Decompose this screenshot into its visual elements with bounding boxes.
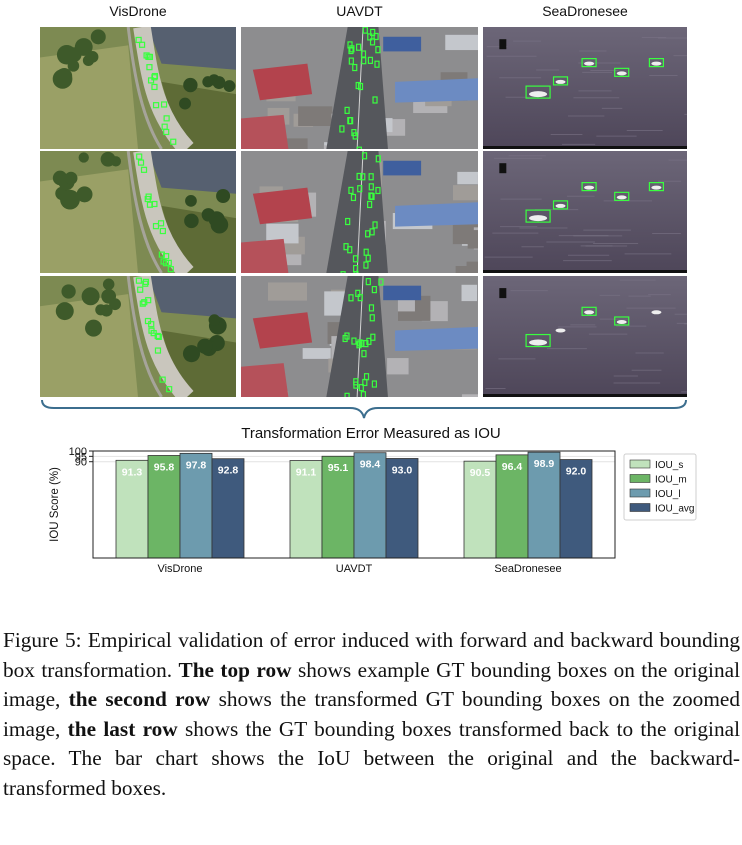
caption-text-3: shows the GT bounding boxes transformed …: [3, 716, 740, 800]
bar: [495, 454, 529, 559]
bar-value-label: 93.0: [392, 464, 413, 476]
legend-swatch: [629, 488, 651, 498]
bar-value-label: 98.4: [360, 459, 381, 471]
caption-bold-top-row: The top row: [178, 657, 292, 682]
bar-value-label: 95.1: [328, 462, 349, 474]
aerial-image-road-row-2: [40, 151, 236, 273]
grouping-brace: [41, 399, 687, 419]
column-title-visdrone: VisDrone: [109, 3, 167, 19]
figure-caption: Figure 5: Empirical validation of error …: [3, 626, 740, 803]
caption-text-2: shows the transformed GT bounding boxes …: [3, 687, 740, 741]
bar: [463, 460, 497, 559]
caption-bold-second-row: the second row: [68, 687, 211, 711]
aerial-image-city-row-2: [241, 151, 478, 273]
legend-swatch: [629, 474, 651, 483]
bar: [211, 458, 245, 559]
y-tick-label: 100: [69, 446, 87, 458]
legend-swatch: [629, 503, 651, 512]
y-axis-label: IOU Score (%): [49, 467, 61, 542]
column-title-uavdt: UAVDT: [336, 3, 383, 19]
bar-value-label: 96.4: [502, 461, 523, 473]
bar: [179, 452, 213, 559]
bar: [289, 460, 323, 559]
bar-value-label: 95.8: [154, 461, 175, 473]
iou-bar-chart: 91.3 95.8 97.8 92.8 VisDrone 91.1 95.1 98.4 93.0…: [49, 446, 697, 575]
bar: [527, 451, 561, 559]
y-tick-label: 95: [75, 451, 87, 463]
x-tick-label: UAVDT: [336, 563, 373, 575]
bar-value-label: 90.5: [470, 467, 491, 479]
aerial-image-sea-row-3: [483, 276, 687, 397]
aerial-image-sea-row-2: [483, 151, 687, 273]
aerial-image-city-row-3: [241, 276, 478, 397]
bar: [385, 458, 419, 559]
bar-value-label: 92.8: [218, 465, 239, 477]
legend-label: IOU_l: [655, 489, 681, 500]
bar-value-label: 98.9: [534, 458, 555, 470]
bar: [115, 459, 149, 559]
bar: [559, 459, 593, 559]
aerial-image-road-row-3: [40, 276, 236, 397]
aerial-image-road-row-1: [40, 27, 236, 149]
bar: [353, 452, 387, 559]
bar-value-label: 91.1: [296, 467, 317, 479]
y-tick-label: 90: [75, 457, 87, 469]
aerial-image-sea-row-1: [483, 27, 687, 149]
bar-value-label: 92.0: [566, 466, 587, 478]
caption-bold-last-row: the last row: [67, 716, 178, 741]
legend-label: IOU_m: [655, 475, 687, 486]
caption-text-1: shows example GT bounding boxes on the o…: [3, 657, 740, 712]
x-tick-label: SeaDronesee: [494, 563, 561, 575]
legend-label: IOU_s: [655, 460, 683, 471]
bar-value-label: 91.3: [122, 466, 143, 478]
caption-lead: Figure 5: Empirical validation of error …: [3, 628, 740, 682]
bar: [321, 455, 355, 559]
aerial-image-city-row-1: [241, 27, 478, 149]
x-tick-label: VisDrone: [157, 563, 202, 575]
legend-swatch: [629, 459, 651, 469]
bar: [147, 455, 181, 559]
legend-label: IOU_avg: [655, 504, 694, 515]
plot-frame: [92, 450, 616, 559]
bar-value-label: 97.8: [186, 459, 207, 471]
column-title-seadronesee: SeaDronesee: [542, 3, 628, 19]
chart-subtitle: Transformation Error Measured as IOU: [241, 425, 501, 442]
